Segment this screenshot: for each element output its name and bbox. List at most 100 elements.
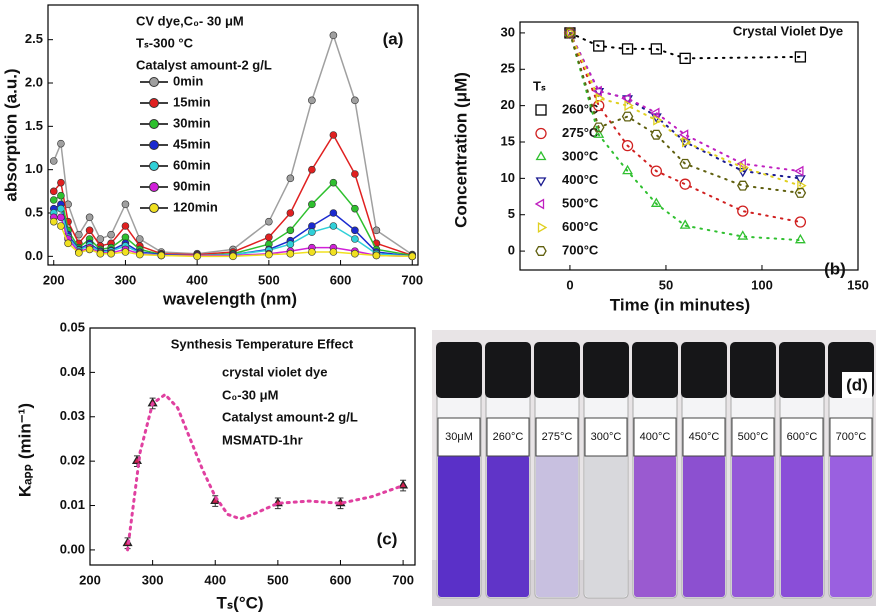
x-tick-label: 600 <box>330 272 352 287</box>
page: {"chart_data": [ {"type": "line", "panel… <box>0 0 876 614</box>
annotation: crystal violet dye <box>222 364 328 379</box>
chart-title: Synthesis Temperature Effect <box>171 336 354 351</box>
marker <box>57 214 64 221</box>
vial-cap <box>779 342 825 398</box>
chart-title: Crystal Violet Dye <box>733 23 843 38</box>
x-tick-label: 600 <box>330 572 352 587</box>
marker <box>86 214 93 221</box>
legend-label: 90min <box>173 178 211 193</box>
y-tick-label: 30 <box>501 24 515 39</box>
legend-label: 15min <box>173 94 211 109</box>
y-tick-label: 0.03 <box>60 408 85 423</box>
y-tick-label: 0.00 <box>60 541 85 556</box>
x-tick-label: 500 <box>258 272 280 287</box>
y-axis-title: Kₐₚₚ (min⁻¹) <box>15 403 34 497</box>
vial-label-text: 275°C <box>542 431 573 443</box>
marker <box>57 179 64 186</box>
legend-label: 500°C <box>562 195 599 210</box>
vial-cap <box>730 342 776 398</box>
marker <box>122 223 129 230</box>
marker <box>265 251 272 258</box>
vial-cap <box>681 342 727 398</box>
y-tick-label: 0.05 <box>60 319 85 334</box>
x-axis-title: Time (in minutes) <box>610 295 750 314</box>
vial-liquid <box>634 455 676 597</box>
marker <box>75 249 82 256</box>
vial-label-text: 450°C <box>689 431 720 443</box>
marker <box>308 249 315 256</box>
legend-marker <box>150 183 159 192</box>
marker <box>265 234 272 241</box>
marker <box>122 201 129 208</box>
vial-liquid <box>781 455 823 597</box>
marker <box>287 250 294 257</box>
marker <box>738 232 747 240</box>
marker <box>86 227 93 234</box>
marker <box>108 250 115 257</box>
figure: 2003004005006007000.00.51.01.52.02.5wave… <box>0 0 876 614</box>
marker <box>50 158 57 165</box>
vial-label-text: 30μM <box>445 431 473 443</box>
vial-label-text: 500°C <box>738 431 769 443</box>
panel-label: (c) <box>377 529 398 548</box>
marker <box>97 250 104 257</box>
legend-label: 300°C <box>562 148 599 163</box>
marker <box>651 130 661 139</box>
marker <box>330 223 337 230</box>
legend-label: 700°C <box>562 242 599 257</box>
marker <box>399 481 407 488</box>
x-tick-label: 200 <box>79 572 101 587</box>
y-tick-label: 1.0 <box>25 161 43 176</box>
y-tick-label: 20 <box>501 97 515 112</box>
legend-marker <box>536 105 546 115</box>
y-tick-label: 15 <box>501 133 515 148</box>
marker <box>351 205 358 212</box>
legend-marker <box>150 162 159 171</box>
panel-label: (d) <box>846 375 868 394</box>
legend-marker <box>150 141 159 150</box>
marker <box>351 250 358 257</box>
x-tick-label: 100 <box>751 277 773 292</box>
x-tick-label: 700 <box>401 272 423 287</box>
marker <box>57 223 64 230</box>
x-tick-label: 50 <box>659 277 673 292</box>
y-tick-label: 0.02 <box>60 453 85 468</box>
plot-frame <box>48 5 418 265</box>
x-tick-label: 400 <box>204 572 226 587</box>
marker <box>409 253 416 260</box>
marker <box>351 236 358 243</box>
marker <box>308 97 315 104</box>
marker <box>57 205 64 212</box>
legend-marker <box>536 200 544 209</box>
marker <box>50 188 57 195</box>
y-tick-label: 0.5 <box>25 204 43 219</box>
marker <box>681 221 690 229</box>
vial-label-text: 700°C <box>836 431 867 443</box>
x-tick-label: 200 <box>43 272 65 287</box>
marker <box>57 192 64 199</box>
y-tick-label: 0.04 <box>60 364 86 379</box>
marker <box>351 97 358 104</box>
vial-label-text: 600°C <box>787 431 818 443</box>
x-tick-label: 500 <box>267 572 289 587</box>
y-tick-label: 5 <box>508 206 515 221</box>
x-tick-label: 300 <box>115 272 137 287</box>
y-tick-label: 2.5 <box>25 31 43 46</box>
marker <box>57 140 64 147</box>
y-tick-label: 10 <box>501 170 515 185</box>
marker <box>330 249 337 256</box>
vial-liquid <box>487 455 529 597</box>
marker <box>330 132 337 139</box>
panel-label: (b) <box>824 259 846 278</box>
marker <box>330 210 337 217</box>
legend-label: 600°C <box>562 219 599 234</box>
marker <box>351 227 358 234</box>
x-tick-label: 400 <box>186 272 208 287</box>
vial-liquid <box>438 455 480 597</box>
legend-marker <box>537 152 546 160</box>
marker <box>373 227 380 234</box>
marker <box>194 253 201 260</box>
marker <box>287 227 294 234</box>
vial-liquid <box>830 455 872 597</box>
